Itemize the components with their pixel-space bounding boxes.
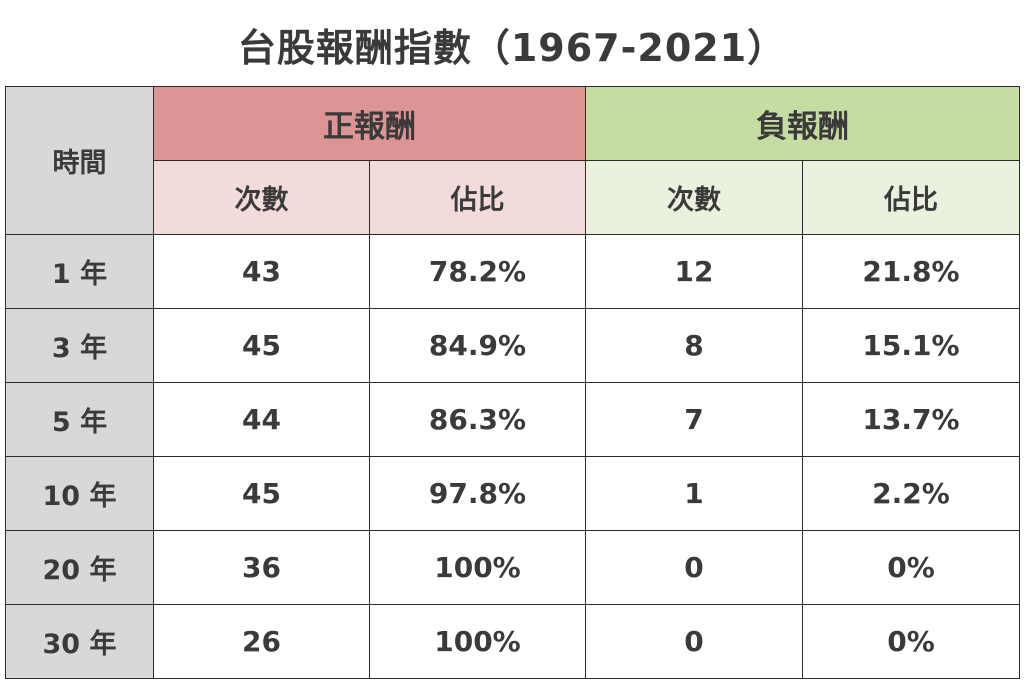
positive-count-cell: 45 [153,456,370,531]
negative-ratio-cell: 13.7% [802,382,1020,457]
table-row: 5 年 44 86.3% 7 13.7% [5,382,1020,457]
header-negative-count: 次數 [585,160,803,235]
header-negative-return: 負報酬 [585,86,1020,161]
positive-ratio-cell: 100% [369,604,586,679]
negative-ratio-cell: 15.1% [802,308,1020,383]
positive-ratio-cell: 84.9% [369,308,586,383]
positive-ratio-cell: 100% [369,530,586,605]
table-row: 1 年 43 78.2% 12 21.8% [5,234,1020,309]
period-label: 30 年 [5,604,154,679]
positive-count-cell: 26 [153,604,370,679]
positive-count-cell: 45 [153,308,370,383]
header-positive-count: 次數 [153,160,370,235]
table-row: 10 年 45 97.8% 1 2.2% [5,456,1020,531]
negative-ratio-cell: 21.8% [802,234,1020,309]
negative-count-cell: 8 [585,308,803,383]
header-time: 時間 [5,86,154,235]
period-label: 5 年 [5,382,154,457]
negative-count-cell: 1 [585,456,803,531]
positive-count-cell: 44 [153,382,370,457]
table-row: 30 年 26 100% 0 0% [5,604,1020,679]
period-label: 3 年 [5,308,154,383]
returns-table: 時間 正報酬 負報酬 次數 佔比 次數 佔比 1 年 43 78.2% 12 2… [5,86,1020,679]
table-row: 3 年 45 84.9% 8 15.1% [5,308,1020,383]
period-label: 1 年 [5,234,154,309]
header-negative-ratio: 佔比 [802,160,1020,235]
header-row-groups: 時間 正報酬 負報酬 [5,86,1020,235]
header-positive-return: 正報酬 [153,86,586,161]
positive-ratio-cell: 97.8% [369,456,586,531]
positive-ratio-cell: 78.2% [369,234,586,309]
period-label: 20 年 [5,530,154,605]
period-label: 10 年 [5,456,154,531]
positive-count-cell: 43 [153,234,370,309]
negative-ratio-cell: 0% [802,530,1020,605]
negative-ratio-cell: 2.2% [802,456,1020,531]
negative-ratio-cell: 0% [802,604,1020,679]
negative-count-cell: 7 [585,382,803,457]
header-positive-ratio: 佔比 [369,160,586,235]
positive-count-cell: 36 [153,530,370,605]
negative-count-cell: 12 [585,234,803,309]
header-row-sub: 次數 佔比 次數 佔比 [6,160,1020,235]
negative-count-cell: 0 [585,530,803,605]
positive-ratio-cell: 86.3% [369,382,586,457]
page-title: 台股報酬指數（1967-2021） [237,26,787,70]
table-row: 20 年 36 100% 0 0% [5,530,1020,605]
negative-count-cell: 0 [585,604,803,679]
